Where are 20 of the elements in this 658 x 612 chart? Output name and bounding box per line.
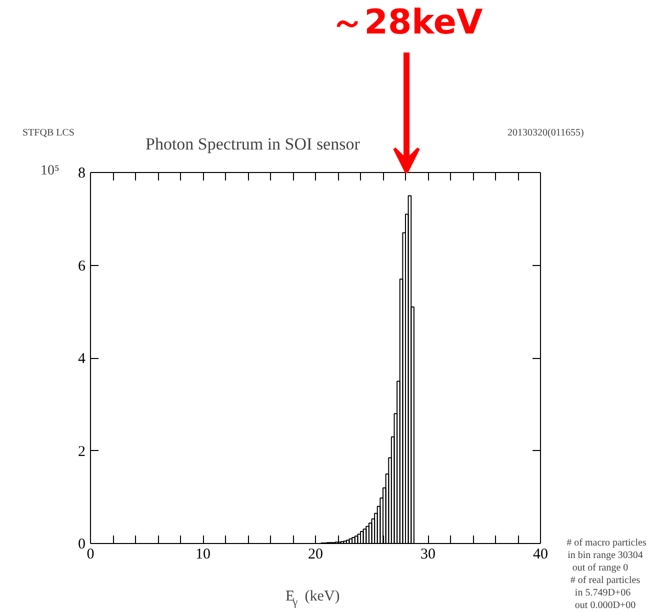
text: in bin range 30304 [568, 550, 643, 561]
text: 20130320(011655) [508, 128, 584, 138]
text: ～28keV [330, 2, 484, 42]
text: out of range 0 [572, 562, 628, 574]
chart-title: Photon Spectrum in SOI sensor [146, 134, 360, 154]
x-tick-label: 30 [420, 546, 436, 562]
y-tick-label: 8 [78, 166, 86, 182]
y-tick-label: 2 [78, 444, 86, 460]
y-tick-label: 6 [78, 258, 86, 274]
text: 10⁵ [40, 164, 60, 178]
y-tick-label: 4 [78, 351, 86, 367]
text: in 5.749D+06 [574, 588, 631, 598]
text: out 0.000D+00 [574, 600, 636, 611]
text: STFQB LCS [22, 128, 74, 138]
text: # of macro particles [566, 538, 646, 548]
x-tick-label: 40 [533, 546, 548, 562]
x-tick-label: 20 [308, 546, 323, 562]
text: # of real particles [570, 575, 640, 586]
y-tick-label: 0 [78, 536, 86, 552]
x-tick-label: 10 [196, 546, 210, 562]
